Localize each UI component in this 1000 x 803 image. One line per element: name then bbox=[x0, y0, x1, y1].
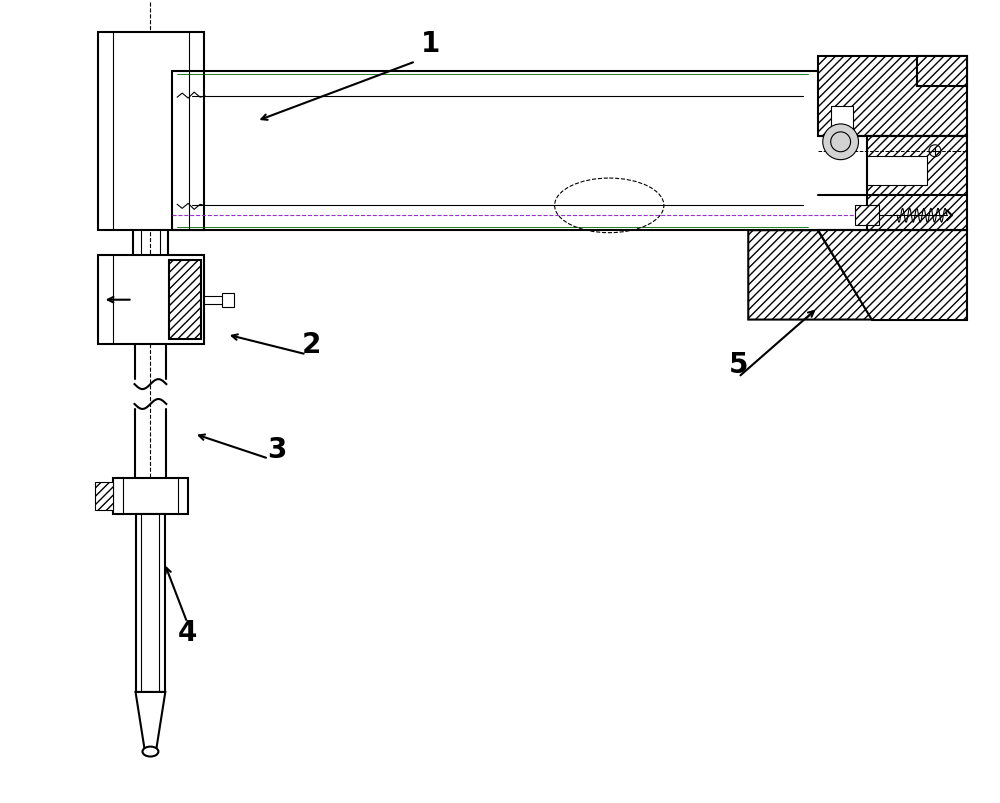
Bar bbox=[917, 57, 967, 87]
Bar bbox=[95, 483, 113, 511]
Bar bbox=[867, 157, 927, 186]
Bar bbox=[136, 515, 165, 692]
Circle shape bbox=[823, 124, 859, 161]
Bar bbox=[169, 261, 201, 340]
Text: 3: 3 bbox=[267, 435, 286, 463]
Bar bbox=[222, 293, 234, 308]
Text: 5: 5 bbox=[729, 351, 748, 379]
Bar bbox=[98, 255, 204, 345]
Bar bbox=[831, 107, 853, 139]
Text: 4: 4 bbox=[177, 618, 197, 646]
Bar bbox=[867, 137, 967, 231]
Bar bbox=[98, 33, 204, 231]
Text: 2: 2 bbox=[302, 331, 321, 359]
Ellipse shape bbox=[142, 747, 158, 756]
Polygon shape bbox=[136, 692, 165, 748]
Bar bbox=[855, 206, 879, 226]
Bar bbox=[113, 479, 188, 515]
Polygon shape bbox=[748, 231, 872, 320]
Text: 1: 1 bbox=[421, 31, 440, 59]
Bar bbox=[818, 57, 967, 137]
Polygon shape bbox=[818, 231, 967, 320]
